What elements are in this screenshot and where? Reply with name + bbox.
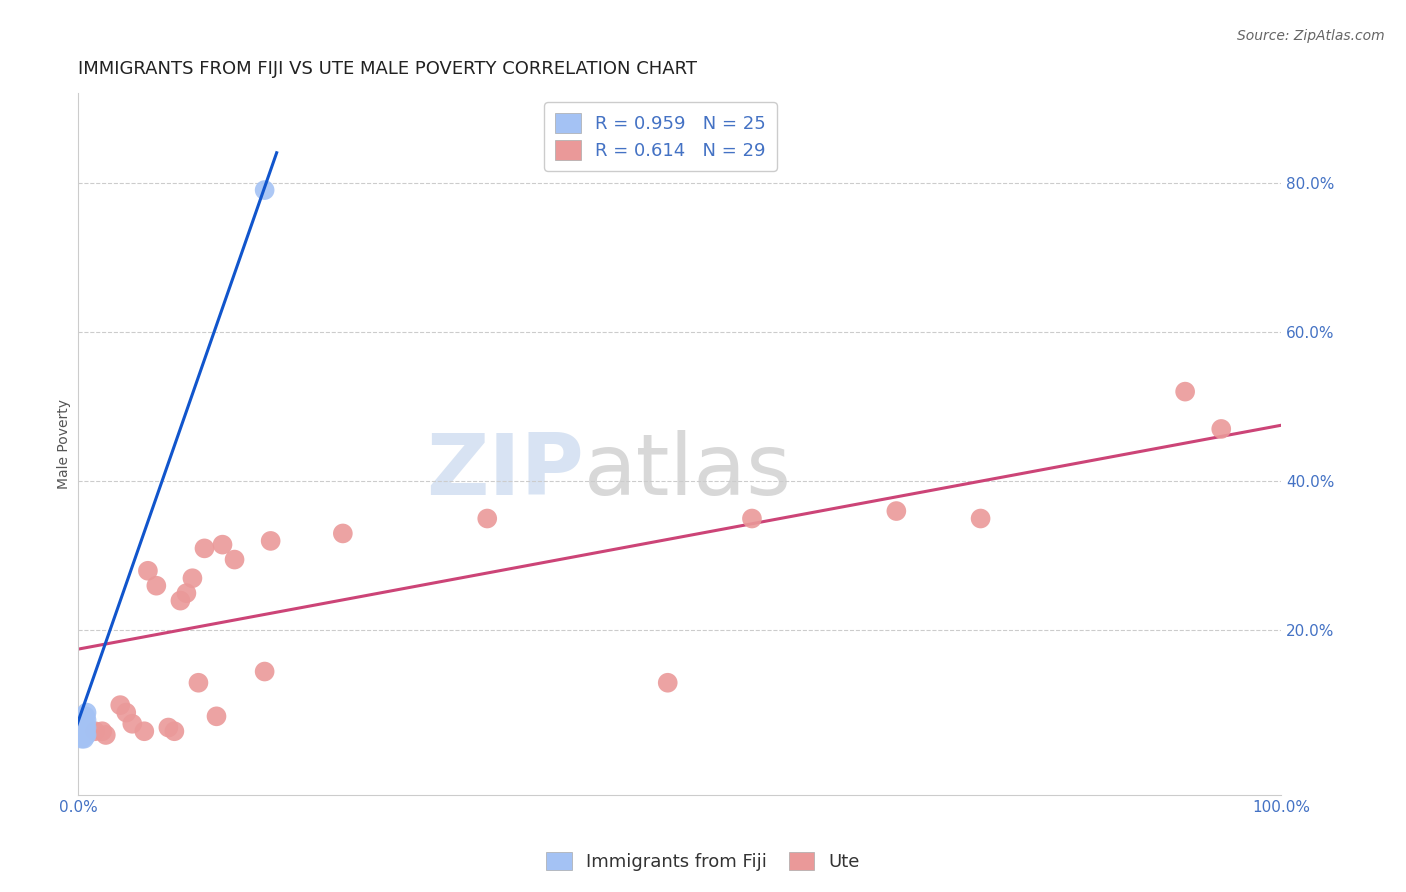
Point (70, 716, 93, 731)
Point (70, 731, 93, 746)
Point (73, 724, 96, 739)
Point (72, 728, 94, 742)
Point (169, 593, 191, 607)
Point (76, 706, 98, 720)
Point (73, 716, 96, 731)
Point (157, 721, 180, 735)
Point (121, 716, 143, 731)
Point (193, 541, 215, 556)
Point (76, 713, 98, 727)
Point (1174, 384, 1197, 399)
Point (211, 538, 233, 552)
Point (69, 724, 91, 739)
Point (134, 724, 156, 739)
Point (886, 504, 908, 518)
Point (163, 724, 186, 739)
Point (136, 564, 159, 578)
Point (72, 721, 94, 735)
Point (69, 721, 91, 735)
Point (73, 731, 96, 746)
Text: ZIP: ZIP (426, 431, 583, 514)
Point (72, 716, 94, 731)
Text: Source: ZipAtlas.com: Source: ZipAtlas.com (1237, 29, 1385, 43)
Point (73, 713, 96, 727)
Point (110, 698, 132, 712)
Point (115, 706, 138, 720)
Point (76, 721, 98, 735)
Point (94, 728, 117, 742)
Point (259, 533, 281, 548)
Point (253, 665, 276, 679)
Point (70, 713, 93, 727)
Point (91, 724, 114, 739)
Y-axis label: Male Poverty: Male Poverty (58, 399, 72, 489)
Point (145, 579, 167, 593)
Legend: R = 0.959   N = 25, R = 0.614   N = 29: R = 0.959 N = 25, R = 0.614 N = 29 (544, 102, 776, 170)
Point (76, 728, 98, 742)
Point (75, 716, 97, 731)
Point (75, 709, 97, 723)
Point (75, 728, 97, 742)
Text: IMMIGRANTS FROM FIJI VS UTE MALE POVERTY CORRELATION CHART: IMMIGRANTS FROM FIJI VS UTE MALE POVERTY… (79, 60, 697, 78)
Point (72, 709, 94, 723)
Point (657, 675, 679, 690)
Point (969, 511, 991, 525)
Point (741, 511, 763, 525)
Point (253, 183, 276, 197)
Point (176, 586, 198, 600)
Point (75, 724, 97, 739)
Point (477, 511, 499, 525)
Text: atlas: atlas (583, 431, 792, 514)
Point (70, 728, 93, 742)
Point (70, 721, 93, 735)
Point (332, 526, 354, 541)
Point (224, 552, 246, 566)
Point (181, 571, 204, 585)
Legend: Immigrants from Fiji, Ute: Immigrants from Fiji, Ute (538, 845, 868, 879)
Point (72, 724, 94, 739)
Point (84, 724, 107, 739)
Point (187, 675, 209, 690)
Point (205, 709, 228, 723)
Point (1211, 422, 1233, 436)
